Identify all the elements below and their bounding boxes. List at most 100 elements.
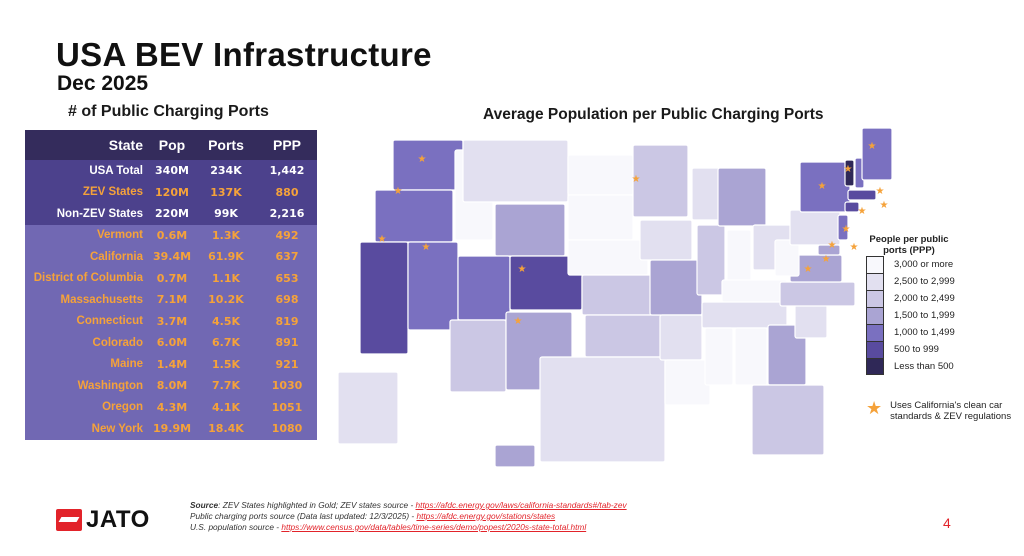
cell-state: Vermont bbox=[96, 229, 143, 242]
cell-state: Non-ZEV States bbox=[56, 207, 143, 220]
cell-ports: 137K bbox=[210, 185, 242, 199]
cell-pop: 4.3M bbox=[156, 400, 188, 414]
page-title: USA BEV Infrastructure bbox=[56, 36, 432, 73]
zev-star-ca: ★ bbox=[378, 234, 387, 245]
cell-state: Washington bbox=[77, 379, 143, 392]
zev-star-nv: ★ bbox=[422, 242, 431, 253]
cell-ppp: 637 bbox=[275, 250, 299, 264]
table-row: ZEV States 120M 137K 880 bbox=[25, 181, 317, 203]
zev-star-ny: ★ bbox=[818, 181, 827, 192]
cell-ports: 7.7K bbox=[211, 379, 240, 393]
table-title: # of Public Charging Ports bbox=[68, 103, 269, 120]
state-sc bbox=[794, 304, 828, 339]
cell-state: Connecticut bbox=[76, 315, 143, 328]
cell-ppp: 2,216 bbox=[269, 207, 305, 221]
jato-logo-icon bbox=[56, 509, 82, 531]
cell-pop: 19.9M bbox=[152, 422, 192, 436]
legend-label: 500 to 999 bbox=[894, 344, 939, 355]
cell-ppp: 891 bbox=[275, 336, 299, 350]
zev-star-me: ★ bbox=[868, 141, 877, 152]
page-number: 4 bbox=[943, 515, 951, 531]
cell-state: New York bbox=[91, 422, 143, 435]
zev-star-ma: ★ bbox=[876, 186, 885, 197]
source-line3: U.S. population source - bbox=[190, 522, 282, 532]
state-ms bbox=[704, 327, 734, 386]
jato-logo: JATO bbox=[56, 506, 150, 534]
state-mn bbox=[632, 144, 689, 218]
cell-pop: 0.6M bbox=[156, 228, 188, 242]
state-mo bbox=[649, 259, 703, 316]
legend-title: People per public ports (PPP) bbox=[869, 234, 949, 256]
cell-pop: 220M bbox=[155, 207, 189, 221]
state-wy bbox=[494, 203, 566, 257]
zev-star-vt: ★ bbox=[844, 164, 853, 175]
table-row: New York 19.9M 18.4K 1080 bbox=[25, 418, 317, 440]
legend-item: 2,000 to 2,499 bbox=[866, 290, 1024, 307]
legend-swatch bbox=[866, 307, 884, 324]
state-az bbox=[449, 319, 507, 393]
legend-swatch bbox=[866, 341, 884, 358]
cell-ppp: 1030 bbox=[271, 379, 303, 393]
state-mi bbox=[717, 167, 767, 227]
cell-pop: 3.7M bbox=[156, 314, 188, 328]
cell-ppp: 698 bbox=[275, 293, 299, 307]
legend-item: 1,500 to 1,999 bbox=[866, 307, 1024, 324]
cell-pop: 340M bbox=[155, 164, 189, 178]
zev-star-md: ★ bbox=[828, 240, 837, 251]
state-ar bbox=[659, 314, 703, 361]
state-hi bbox=[494, 444, 536, 468]
legend-item: 3,000 or more bbox=[866, 256, 1024, 273]
source-link-stations[interactable]: https://afdc.energy.gov/stations/states bbox=[416, 511, 556, 521]
cell-ppp: 880 bbox=[275, 185, 299, 199]
legend-label: 2,000 to 2,499 bbox=[894, 293, 955, 304]
legend-label: 1,500 to 1,999 bbox=[894, 310, 955, 321]
col-ports: Ports bbox=[208, 137, 244, 153]
zev-star-nj: ★ bbox=[842, 224, 851, 235]
state-ak bbox=[337, 371, 399, 445]
zev-star-or: ★ bbox=[394, 186, 403, 197]
zev-star-nm: ★ bbox=[514, 316, 523, 327]
cell-state: California bbox=[89, 250, 143, 263]
state-nd bbox=[567, 154, 634, 196]
table-header: State Pop Ports PPP bbox=[25, 130, 317, 160]
logo-text: JATO bbox=[86, 506, 150, 533]
cell-pop: 6.0M bbox=[156, 336, 188, 350]
cell-ports: 234K bbox=[210, 164, 242, 178]
table-row: USA Total 340M 234K 1,442 bbox=[25, 160, 317, 182]
state-fl bbox=[751, 384, 825, 456]
zev-star-va: ★ bbox=[804, 264, 813, 275]
legend-swatch bbox=[866, 358, 884, 375]
zev-star-wa: ★ bbox=[418, 154, 427, 165]
page-subtitle: Dec 2025 bbox=[57, 72, 149, 95]
legend-label: 1,000 to 1,499 bbox=[894, 327, 955, 338]
table-row: Massachusetts 7.1M 10.2K 698 bbox=[25, 289, 317, 311]
state-vt bbox=[844, 159, 855, 187]
map-legend: People per public ports (PPP) 3,000 or m… bbox=[866, 234, 1024, 375]
table-row: California 39.4M 61.9K 637 bbox=[25, 246, 317, 268]
cell-state: Oregon bbox=[102, 401, 143, 414]
cell-ports: 18.4K bbox=[208, 422, 244, 436]
state-in bbox=[726, 229, 752, 286]
table-row: Vermont 0.6M 1.3K 492 bbox=[25, 224, 317, 246]
table-row: Connecticut 3.7M 4.5K 819 bbox=[25, 310, 317, 332]
cell-pop: 120M bbox=[155, 185, 189, 199]
legend-item: Less than 500 bbox=[866, 358, 1024, 375]
source-line1: : ZEV States highlighted in Gold; ZEV st… bbox=[218, 500, 416, 510]
state-nj bbox=[837, 214, 849, 241]
legend-item: 1,000 to 1,499 bbox=[866, 324, 1024, 341]
state-or bbox=[374, 189, 454, 243]
source-link-census[interactable]: https://www.census.gov/data/tables/time-… bbox=[281, 522, 587, 532]
state-nv bbox=[407, 241, 459, 331]
source-line2: Public charging ports source (Data last … bbox=[190, 511, 417, 521]
state-ks bbox=[581, 274, 659, 316]
table-row: Washington 8.0M 7.7K 1030 bbox=[25, 375, 317, 397]
state-nc bbox=[779, 281, 856, 307]
cell-state: District of Columbia bbox=[33, 272, 143, 285]
cell-state: Colorado bbox=[92, 336, 143, 349]
map-title: Average Population per Public Charging P… bbox=[483, 106, 824, 123]
state-ia bbox=[639, 219, 693, 261]
state-ma bbox=[847, 189, 877, 201]
cell-state: Massachusetts bbox=[60, 293, 143, 306]
state-sd bbox=[567, 194, 634, 241]
source-link-zev[interactable]: https://afdc.energy.gov/laws/california-… bbox=[415, 500, 627, 510]
